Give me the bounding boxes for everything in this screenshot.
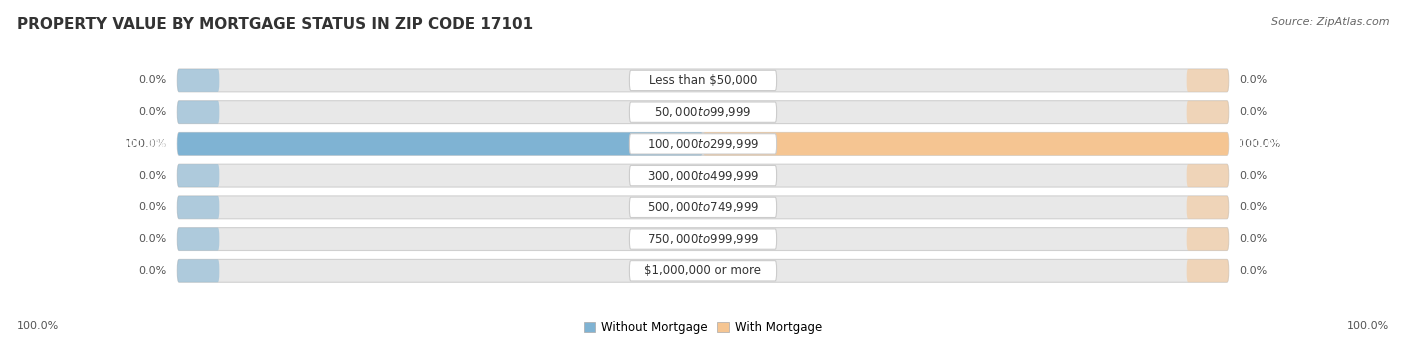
FancyBboxPatch shape [177, 260, 1229, 282]
Text: $100,000 to $299,999: $100,000 to $299,999 [647, 137, 759, 151]
Text: 100.0%: 100.0% [121, 139, 167, 149]
FancyBboxPatch shape [630, 134, 776, 154]
Text: 0.0%: 0.0% [1239, 170, 1267, 181]
FancyBboxPatch shape [630, 70, 776, 91]
Text: 0.0%: 0.0% [139, 75, 167, 85]
Text: Less than $50,000: Less than $50,000 [648, 74, 758, 87]
FancyBboxPatch shape [630, 197, 776, 218]
FancyBboxPatch shape [1187, 228, 1229, 251]
FancyBboxPatch shape [1187, 196, 1229, 219]
FancyBboxPatch shape [177, 228, 219, 251]
Text: 0.0%: 0.0% [1239, 202, 1267, 212]
Text: 100.0%: 100.0% [17, 321, 59, 331]
FancyBboxPatch shape [177, 101, 219, 123]
Text: 100.0%: 100.0% [125, 139, 167, 149]
Text: Source: ZipAtlas.com: Source: ZipAtlas.com [1271, 17, 1389, 27]
FancyBboxPatch shape [1187, 69, 1229, 92]
Text: 0.0%: 0.0% [139, 170, 167, 181]
FancyBboxPatch shape [177, 132, 1229, 155]
Text: 100.0%: 100.0% [1239, 139, 1285, 149]
FancyBboxPatch shape [1187, 260, 1229, 282]
Text: 0.0%: 0.0% [1239, 107, 1267, 117]
Text: 0.0%: 0.0% [139, 266, 167, 276]
Text: $300,000 to $499,999: $300,000 to $499,999 [647, 168, 759, 183]
Text: $50,000 to $99,999: $50,000 to $99,999 [654, 105, 752, 119]
Text: 0.0%: 0.0% [1239, 266, 1267, 276]
FancyBboxPatch shape [630, 102, 776, 122]
Text: PROPERTY VALUE BY MORTGAGE STATUS IN ZIP CODE 17101: PROPERTY VALUE BY MORTGAGE STATUS IN ZIP… [17, 17, 533, 32]
FancyBboxPatch shape [630, 165, 776, 186]
FancyBboxPatch shape [177, 196, 1229, 219]
FancyBboxPatch shape [177, 69, 1229, 92]
FancyBboxPatch shape [177, 228, 1229, 251]
FancyBboxPatch shape [177, 164, 219, 187]
Legend: Without Mortgage, With Mortgage: Without Mortgage, With Mortgage [583, 321, 823, 334]
Text: 0.0%: 0.0% [1239, 75, 1267, 85]
Text: 100.0%: 100.0% [1239, 139, 1281, 149]
FancyBboxPatch shape [177, 196, 219, 219]
FancyBboxPatch shape [630, 261, 776, 281]
FancyBboxPatch shape [177, 69, 219, 92]
Text: $1,000,000 or more: $1,000,000 or more [644, 264, 762, 277]
FancyBboxPatch shape [177, 101, 1229, 123]
Text: 0.0%: 0.0% [139, 107, 167, 117]
Text: 0.0%: 0.0% [139, 234, 167, 244]
Text: $500,000 to $749,999: $500,000 to $749,999 [647, 201, 759, 214]
Text: 0.0%: 0.0% [1239, 234, 1267, 244]
FancyBboxPatch shape [703, 132, 1229, 155]
FancyBboxPatch shape [630, 229, 776, 249]
Text: 100.0%: 100.0% [1347, 321, 1389, 331]
Text: $750,000 to $999,999: $750,000 to $999,999 [647, 232, 759, 246]
FancyBboxPatch shape [177, 132, 703, 155]
FancyBboxPatch shape [1187, 101, 1229, 123]
Text: 0.0%: 0.0% [139, 202, 167, 212]
FancyBboxPatch shape [177, 164, 1229, 187]
FancyBboxPatch shape [1187, 164, 1229, 187]
FancyBboxPatch shape [177, 260, 219, 282]
